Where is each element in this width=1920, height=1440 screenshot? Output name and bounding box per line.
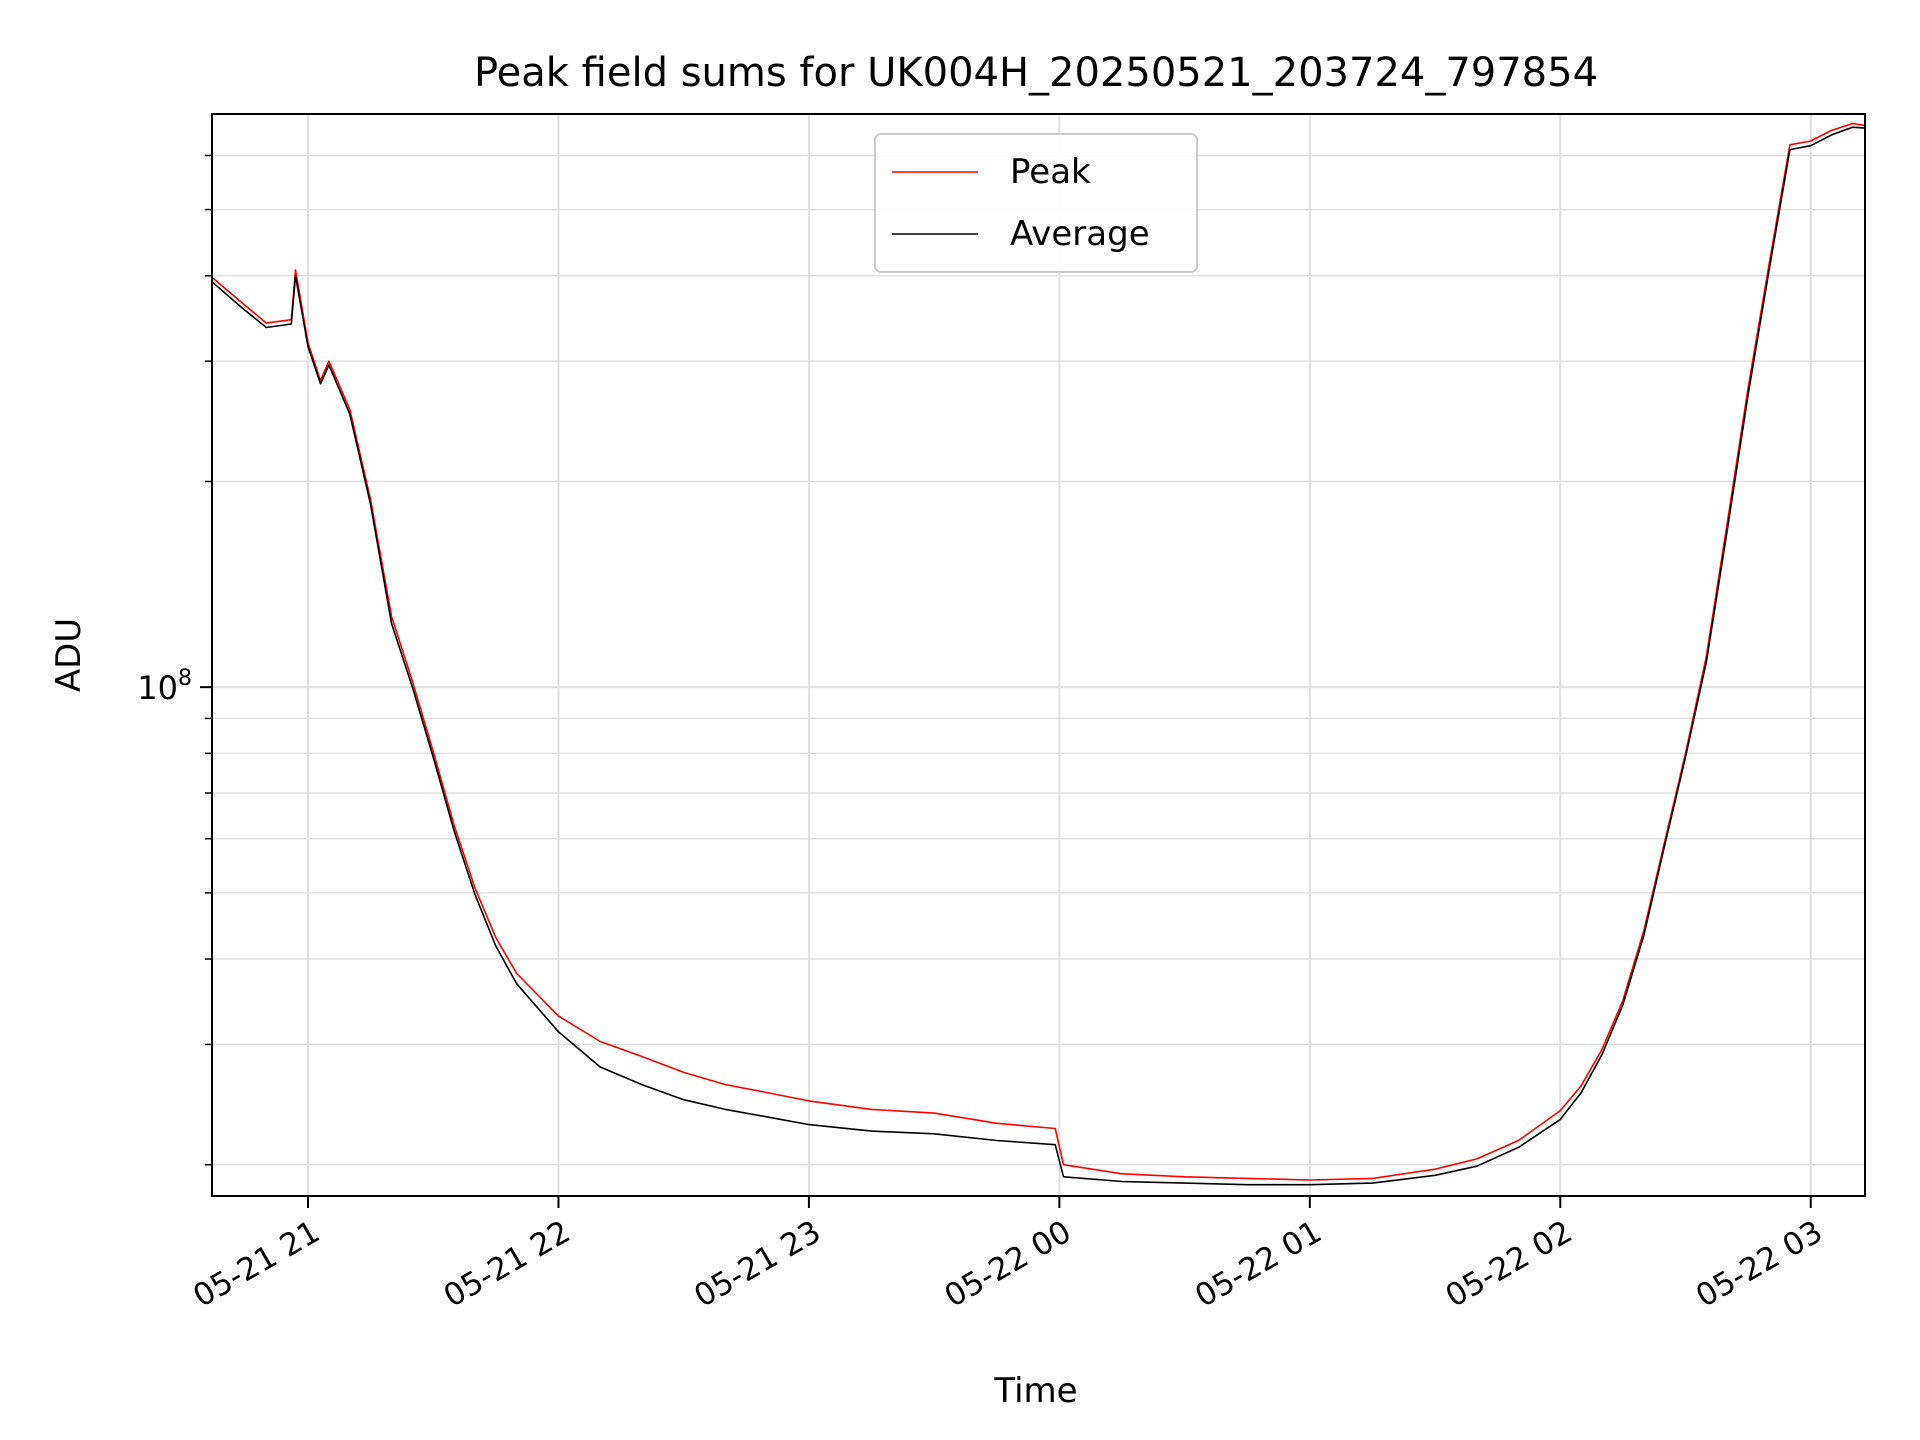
legend-peak-label: Peak [1010,152,1091,192]
x-axis-label: Time [993,1371,1077,1411]
legend-box [874,133,1198,273]
y-axis-label: ADU [49,618,89,692]
legend-average-label: Average [1010,214,1150,254]
grid [212,114,1865,1196]
legend: Peak Average [874,133,1198,273]
plot-frame [211,113,1866,1197]
chart-title: Peak field sums for UK004H_20250521_2037… [474,50,1598,96]
series-average-line [211,126,1866,1186]
series-peak-line [211,122,1866,1181]
plot-lines [211,122,1866,1186]
